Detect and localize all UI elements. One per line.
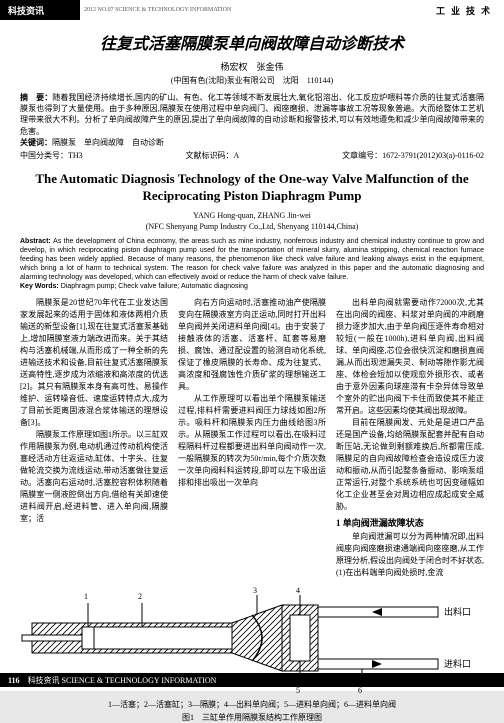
outlet-label: 出料口	[444, 606, 471, 617]
affiliation-cn: (中国有色(沈阳)泵业有限公司 沈阳 110144)	[0, 75, 504, 86]
para: 出料单向阀就需要动作72000次,尤其在出向阀的阀座、料浆对单向阀的冲刷磨损力逐…	[336, 297, 484, 417]
article-id: 文章编号：1672-3791(2012)03(a)-0116-02	[342, 150, 484, 161]
title-cn: 往复式活塞隔膜泵单向阀故障自动诊断技术	[20, 30, 484, 54]
keywords-label-en: Key Words:	[20, 283, 61, 290]
footer-journal: 科技资讯 SCIENCE & TECHNOLOGY INFORMATION	[28, 675, 217, 686]
authors-en: YANG Hong-quan, ZHANG Jin-wei	[0, 211, 504, 220]
abstract-label-cn: 摘 要：	[20, 93, 52, 102]
abstract-label-en: Abstract:	[20, 238, 53, 245]
column-1: 隔膜泵是20世纪70年代在工业发达国家发展起来的适用于固体和液体两相介质输送的新…	[20, 297, 168, 579]
para: 目前在隔膜闻发、元处是是进口产品还是国产设备,均给隔膜泵配套并配有自动断压站,无…	[336, 417, 484, 513]
para: 向右方向运动时,活塞推动油产使隔膜变向在隔膜液室方向正运动,同时打开出料单向阀并…	[178, 297, 326, 393]
header-bar: 科技资讯 2012 NO.07 SCIENCE & TECHNOLOGY INF…	[0, 0, 504, 20]
svg-text:2: 2	[138, 592, 142, 601]
journal-issue: 2012 NO.07 SCIENCE & TECHNOLOGY INFORMAT…	[84, 7, 231, 13]
journal-name-cn: 科技资讯	[8, 4, 80, 17]
para: 从工作原理可以看出单个隔膜泵输送过程,排料杆需要进料阀压力球线如图2所示。吸料杆…	[178, 393, 326, 489]
abstract-text-cn: 随着我国经济持续增长,国内的矿山、有色、化工等领域不断发展壮大,氧化铝溶出、化工…	[20, 93, 484, 136]
inlet-label: 进料口	[444, 658, 471, 669]
section-heading: 1 单向阀泄漏故障状态	[336, 517, 484, 531]
figure-legend: 1—活塞；2—活塞缸；3—隔膜；4—出料单向阀；5—进料单向阀；6—进料单向阀	[20, 699, 484, 710]
abstract-en: Abstract: As the development of China ec…	[0, 237, 504, 282]
doc-code: 文献标识码：A	[185, 150, 239, 161]
svg-text:6: 6	[358, 686, 362, 695]
page-number: 116	[8, 676, 20, 685]
column-2: 向右方向运动时,活塞推动油产使隔膜变向在隔膜液室方向正运动,同时打开出料单向阀并…	[178, 297, 326, 579]
column-3: 出料单向阀就需要动作72000次,尤其在出向阀的阀座、料浆对单向阀的冲刷磨损力逐…	[336, 297, 484, 579]
svg-text:1: 1	[84, 592, 88, 601]
para: 单向阀泄漏可以分为两种情况即,出料阀座向阀座磨损速通端阀向座座磨,从工作原理分析…	[336, 531, 484, 579]
affiliation-en: (NFC Shenyang Pump Industry Co.,Ltd, She…	[0, 222, 504, 231]
section-name: 工业技术	[436, 4, 496, 17]
authors-cn: 杨宏权 张金伟	[0, 60, 504, 73]
para: 隔膜泵工作原理如图1所示。以三缸双作用隔膜泵为例,电动机通过传动机构使活塞经活动…	[20, 429, 168, 525]
svg-text:4: 4	[296, 586, 300, 595]
abstract-text-en: As the development of China economy, the…	[20, 238, 484, 281]
footer-bar: 116 科技资讯 SCIENCE & TECHNOLOGY INFORMATIO…	[0, 673, 504, 687]
meta-row: 中国分类号：TH3 文献标识码：A 文章编号：1672-3791(2012)03…	[0, 150, 504, 161]
abstract-cn: 摘 要：随着我国经济持续增长,国内的矿山、有色、化工等领域不断发展壮大,氧化铝溶…	[0, 92, 504, 137]
class-no: 中国分类号：TH3	[20, 150, 83, 161]
svg-text:3: 3	[253, 586, 257, 595]
figure-caption: 图1 三缸单作用隔膜泵结构工作原理图	[20, 712, 484, 723]
figure-1: 出料口 进料口 1 2 3 4 5 6 1—活塞；2—活塞缸；3—隔膜；4—出料…	[20, 585, 484, 723]
keywords-text-en: Diaphragm pump; Check valve failure; Aut…	[61, 283, 248, 290]
keywords-cn: 关键词：隔膜泵 单向阀故障 自动诊断	[0, 137, 504, 148]
svg-text:5: 5	[296, 686, 300, 695]
title-en: The Automatic Diagnosis Technology of th…	[20, 171, 484, 205]
keywords-en: Key Words: Diaphragm pump; Check valve f…	[0, 282, 504, 291]
body-columns: 隔膜泵是20世纪70年代在工业发达国家发展起来的适用于固体和液体两相介质输送的新…	[0, 291, 504, 579]
para: 隔膜泵是20世纪70年代在工业发达国家发展起来的适用于固体和液体两相介质输送的新…	[20, 297, 168, 429]
keywords-text-cn: 隔膜泵 单向阀故障 自动诊断	[52, 138, 164, 147]
keywords-label-cn: 关键词：	[20, 138, 52, 147]
